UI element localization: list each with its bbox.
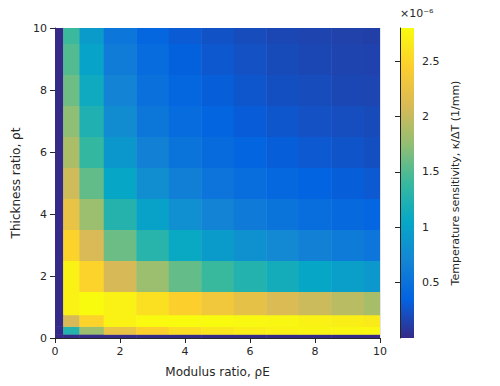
svg-text:6: 6 <box>247 345 254 358</box>
svg-text:4: 4 <box>40 208 47 221</box>
svg-text:2.5: 2.5 <box>422 55 440 68</box>
svg-text:2: 2 <box>40 270 47 283</box>
svg-text:2: 2 <box>117 345 124 358</box>
svg-text:4: 4 <box>182 345 189 358</box>
svg-text:1: 1 <box>422 221 429 234</box>
svg-text:Modulus ratio, ρE: Modulus ratio, ρE <box>165 365 269 379</box>
svg-text:2: 2 <box>422 110 429 123</box>
svg-text:1.5: 1.5 <box>422 165 440 178</box>
svg-text:0: 0 <box>40 332 47 345</box>
svg-text:10: 10 <box>373 345 387 358</box>
svg-text:10: 10 <box>33 22 47 35</box>
svg-text:8: 8 <box>312 345 319 358</box>
svg-text:0: 0 <box>52 345 59 358</box>
svg-text:0.5: 0.5 <box>422 276 440 289</box>
svg-text:×10⁻⁶: ×10⁻⁶ <box>400 7 434 20</box>
svg-text:Temperature sensitivity, κ/ΔT: Temperature sensitivity, κ/ΔT (1/mm) <box>449 81 462 287</box>
svg-text:6: 6 <box>40 146 47 159</box>
svg-text:8: 8 <box>40 84 47 97</box>
svg-text:Thickness ratio, ρt: Thickness ratio, ρt <box>9 127 23 239</box>
